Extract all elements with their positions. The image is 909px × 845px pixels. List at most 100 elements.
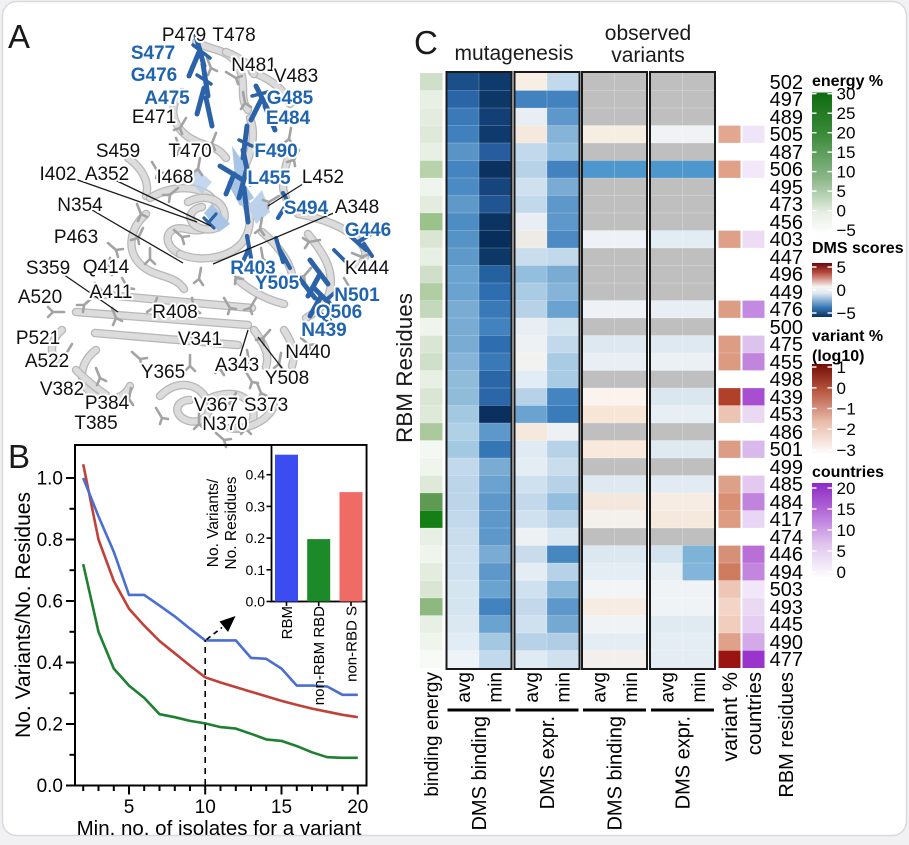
svg-text:A: A bbox=[8, 18, 30, 55]
svg-text:T470: T470 bbox=[168, 141, 211, 162]
svg-text:449: 449 bbox=[770, 282, 803, 304]
svg-text:485: 485 bbox=[770, 474, 803, 496]
svg-text:0.0: 0.0 bbox=[37, 776, 63, 797]
svg-text:20: 20 bbox=[837, 124, 856, 143]
svg-text:K444: K444 bbox=[345, 258, 390, 279]
svg-text:455: 455 bbox=[770, 352, 803, 374]
svg-text:0: 0 bbox=[837, 563, 846, 582]
svg-text:0.6: 0.6 bbox=[37, 592, 63, 613]
svg-text:N439: N439 bbox=[301, 320, 346, 341]
svg-text:G485: G485 bbox=[267, 88, 314, 109]
svg-text:5: 5 bbox=[837, 258, 846, 277]
svg-text:P463: P463 bbox=[54, 227, 98, 248]
svg-text:non-RBM RBD: non-RBM RBD bbox=[311, 606, 328, 705]
svg-text:25: 25 bbox=[837, 104, 856, 123]
svg-text:475: 475 bbox=[770, 334, 803, 356]
svg-text:S373: S373 bbox=[244, 395, 288, 416]
svg-text:−1: −1 bbox=[837, 400, 856, 419]
svg-text:DMS scores: DMS scores bbox=[812, 240, 904, 257]
svg-text:P384: P384 bbox=[85, 393, 130, 414]
svg-text:−5: −5 bbox=[837, 221, 856, 240]
svg-text:variant %: variant % bbox=[812, 328, 883, 345]
svg-text:0: 0 bbox=[837, 379, 846, 398]
svg-text:501: 501 bbox=[770, 439, 803, 461]
svg-text:484: 484 bbox=[770, 492, 803, 514]
svg-text:Q506: Q506 bbox=[316, 302, 362, 323]
svg-text:avg: avg bbox=[590, 672, 611, 703]
svg-text:0.8: 0.8 bbox=[37, 530, 63, 551]
svg-text:RBM: RBM bbox=[279, 606, 296, 639]
svg-text:446: 446 bbox=[770, 544, 803, 566]
svg-text:S459: S459 bbox=[96, 141, 140, 162]
svg-text:I402: I402 bbox=[40, 164, 77, 185]
svg-text:R403: R403 bbox=[230, 258, 275, 279]
svg-text:439: 439 bbox=[770, 387, 803, 409]
svg-text:N370: N370 bbox=[202, 414, 247, 435]
svg-text:No. Residues: No. Residues bbox=[223, 476, 240, 569]
svg-text:456: 456 bbox=[770, 212, 803, 234]
svg-text:−3: −3 bbox=[837, 441, 856, 460]
svg-text:0.4: 0.4 bbox=[246, 467, 266, 483]
svg-text:RBM residues: RBM residues bbox=[776, 672, 798, 798]
svg-text:avg: avg bbox=[522, 672, 543, 703]
svg-text:0.0: 0.0 bbox=[246, 594, 266, 610]
svg-text:R408: R408 bbox=[152, 302, 197, 323]
svg-text:473: 473 bbox=[770, 194, 803, 216]
svg-text:5: 5 bbox=[837, 542, 846, 561]
svg-text:Y365: Y365 bbox=[141, 362, 185, 383]
svg-text:1.0: 1.0 bbox=[37, 469, 63, 490]
svg-text:observed: observed bbox=[605, 22, 691, 45]
svg-text:DMS binding: DMS binding bbox=[469, 716, 491, 831]
svg-text:Min. no. of isolates for a var: Min. no. of isolates for a variant bbox=[77, 817, 362, 840]
svg-text:variant %: variant % bbox=[718, 672, 742, 762]
svg-text:A352: A352 bbox=[85, 164, 129, 185]
svg-text:490: 490 bbox=[770, 632, 803, 654]
svg-text:energy %: energy % bbox=[812, 73, 883, 90]
svg-text:min: min bbox=[621, 672, 642, 703]
svg-text:474: 474 bbox=[770, 527, 803, 549]
svg-text:0.4: 0.4 bbox=[37, 653, 64, 674]
svg-text:S494: S494 bbox=[284, 198, 329, 219]
svg-text:503: 503 bbox=[770, 579, 803, 601]
svg-text:T478: T478 bbox=[212, 25, 255, 46]
svg-text:15: 15 bbox=[837, 143, 856, 162]
svg-text:10: 10 bbox=[837, 163, 856, 182]
svg-text:10: 10 bbox=[195, 797, 216, 818]
svg-text:avg: avg bbox=[454, 672, 475, 703]
svg-text:I468: I468 bbox=[157, 167, 194, 188]
svg-text:Y505: Y505 bbox=[255, 273, 300, 294]
svg-text:A411: A411 bbox=[90, 282, 133, 303]
svg-text:5: 5 bbox=[124, 797, 135, 818]
svg-text:S359: S359 bbox=[26, 258, 70, 279]
svg-text:binding energy: binding energy bbox=[422, 672, 443, 797]
svg-text:−5: −5 bbox=[837, 304, 856, 323]
svg-text:(log10): (log10) bbox=[812, 348, 864, 365]
svg-text:20: 20 bbox=[837, 479, 856, 498]
svg-text:N481: N481 bbox=[231, 55, 276, 76]
svg-text:DMS binding: DMS binding bbox=[605, 716, 627, 831]
svg-text:500: 500 bbox=[770, 317, 803, 339]
svg-text:15: 15 bbox=[271, 797, 292, 818]
svg-text:Q414: Q414 bbox=[83, 257, 130, 278]
svg-text:N354: N354 bbox=[57, 195, 103, 216]
svg-text:495: 495 bbox=[770, 177, 803, 199]
svg-text:A348: A348 bbox=[335, 197, 379, 218]
svg-text:0.2: 0.2 bbox=[37, 715, 63, 736]
svg-text:A475: A475 bbox=[144, 88, 190, 109]
svg-text:non-RBD S: non-RBD S bbox=[344, 606, 361, 682]
svg-text:G446: G446 bbox=[345, 220, 391, 241]
svg-text:No. Variants/: No. Variants/ bbox=[205, 478, 222, 567]
svg-text:403: 403 bbox=[770, 229, 803, 251]
svg-text:5: 5 bbox=[837, 182, 846, 201]
svg-text:min: min bbox=[554, 672, 575, 703]
svg-text:498: 498 bbox=[770, 369, 803, 391]
svg-text:P479: P479 bbox=[162, 25, 206, 46]
svg-text:A520: A520 bbox=[18, 287, 62, 308]
svg-text:493: 493 bbox=[770, 597, 803, 619]
svg-text:S477: S477 bbox=[131, 43, 175, 64]
svg-text:mutagenesis: mutagenesis bbox=[454, 42, 573, 65]
svg-text:countries: countries bbox=[743, 672, 766, 755]
svg-text:496: 496 bbox=[770, 264, 803, 286]
svg-text:G476: G476 bbox=[131, 65, 177, 86]
svg-text:497: 497 bbox=[770, 89, 803, 111]
